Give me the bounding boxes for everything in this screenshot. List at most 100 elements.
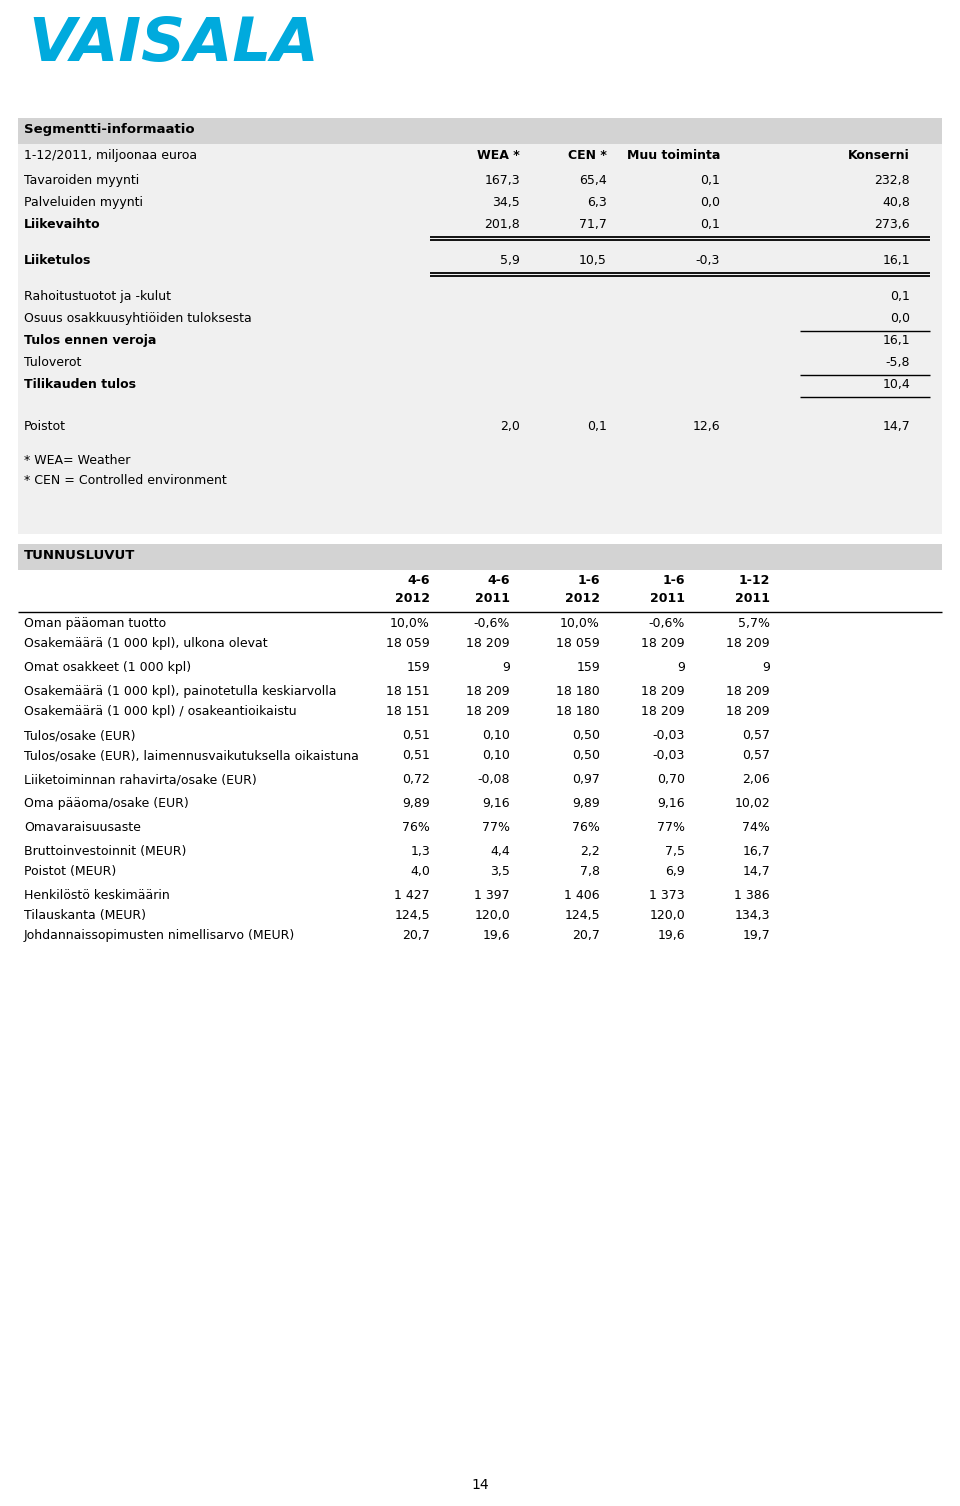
Text: CEN *: CEN * [568, 149, 607, 163]
Text: 14,7: 14,7 [742, 864, 770, 878]
Text: -5,8: -5,8 [885, 355, 910, 369]
Text: 1 386: 1 386 [734, 889, 770, 902]
Text: 159: 159 [576, 661, 600, 675]
Text: Osuus osakkuusyhtiöiden tuloksesta: Osuus osakkuusyhtiöiden tuloksesta [24, 312, 252, 325]
Text: Muu toiminta: Muu toiminta [627, 149, 720, 163]
Text: 9,89: 9,89 [572, 797, 600, 810]
Text: 18 059: 18 059 [386, 637, 430, 651]
Text: 201,8: 201,8 [484, 218, 520, 230]
Text: 159: 159 [406, 661, 430, 675]
Text: 4,4: 4,4 [491, 845, 510, 858]
Text: 71,7: 71,7 [579, 218, 607, 230]
Text: 9: 9 [677, 661, 685, 675]
Text: 9,16: 9,16 [482, 797, 510, 810]
Text: 20,7: 20,7 [572, 929, 600, 941]
Text: 18 209: 18 209 [727, 685, 770, 697]
Text: 76%: 76% [572, 821, 600, 834]
Text: 124,5: 124,5 [395, 910, 430, 922]
Text: 18 059: 18 059 [556, 637, 600, 651]
Text: Liiketulos: Liiketulos [24, 255, 91, 267]
Text: 10,5: 10,5 [579, 255, 607, 267]
Text: 18 209: 18 209 [467, 705, 510, 718]
Text: 16,7: 16,7 [742, 845, 770, 858]
Text: 12,6: 12,6 [692, 420, 720, 434]
Text: 0,72: 0,72 [402, 773, 430, 786]
Text: Johdannaissopimusten nimellisarvo (MEUR): Johdannaissopimusten nimellisarvo (MEUR) [24, 929, 296, 941]
Text: 9: 9 [502, 661, 510, 675]
Text: 34,5: 34,5 [492, 196, 520, 209]
Text: Osakemäärä (1 000 kpl) / osakeantioikaistu: Osakemäärä (1 000 kpl) / osakeantioikais… [24, 705, 297, 718]
Text: 0,97: 0,97 [572, 773, 600, 786]
Text: 65,4: 65,4 [579, 175, 607, 187]
Text: 9,89: 9,89 [402, 797, 430, 810]
Text: 1 373: 1 373 [649, 889, 685, 902]
Text: 16,1: 16,1 [882, 255, 910, 267]
Text: 18 209: 18 209 [727, 637, 770, 651]
Text: 0,50: 0,50 [572, 748, 600, 762]
Text: 6,9: 6,9 [665, 864, 685, 878]
Text: WEA *: WEA * [477, 149, 520, 163]
Text: 14: 14 [471, 1477, 489, 1492]
Text: 0,51: 0,51 [402, 729, 430, 742]
Text: 0,57: 0,57 [742, 748, 770, 762]
Text: -0,03: -0,03 [653, 748, 685, 762]
Text: 7,5: 7,5 [665, 845, 685, 858]
Text: 6,3: 6,3 [588, 196, 607, 209]
Text: 0,1: 0,1 [588, 420, 607, 434]
Text: 10,02: 10,02 [734, 797, 770, 810]
Text: 19,6: 19,6 [482, 929, 510, 941]
Text: Henkilöstö keskimäärin: Henkilöstö keskimäärin [24, 889, 170, 902]
Text: Osakemäärä (1 000 kpl), painotetulla keskiarvolla: Osakemäärä (1 000 kpl), painotetulla kes… [24, 685, 337, 697]
Text: 0,0: 0,0 [700, 196, 720, 209]
Text: Omavaraisuusaste: Omavaraisuusaste [24, 821, 141, 834]
Text: 20,7: 20,7 [402, 929, 430, 941]
Text: 40,8: 40,8 [882, 196, 910, 209]
Text: -0,3: -0,3 [696, 255, 720, 267]
Text: 0,1: 0,1 [700, 175, 720, 187]
Text: 18 209: 18 209 [641, 637, 685, 651]
Text: 16,1: 16,1 [882, 334, 910, 346]
Text: * CEN = Controlled environment: * CEN = Controlled environment [24, 474, 227, 486]
Text: Tuloverot: Tuloverot [24, 355, 82, 369]
Text: Tavaroiden myynti: Tavaroiden myynti [24, 175, 139, 187]
Text: 76%: 76% [402, 821, 430, 834]
Text: 2,2: 2,2 [580, 845, 600, 858]
Text: 77%: 77% [657, 821, 685, 834]
Text: 18 209: 18 209 [727, 705, 770, 718]
Text: 2012: 2012 [565, 592, 600, 605]
Text: 19,6: 19,6 [658, 929, 685, 941]
Text: Tulos/osake (EUR): Tulos/osake (EUR) [24, 729, 135, 742]
Text: 167,3: 167,3 [485, 175, 520, 187]
Text: 0,1: 0,1 [700, 218, 720, 230]
Text: 10,0%: 10,0% [390, 617, 430, 630]
Text: 5,7%: 5,7% [738, 617, 770, 630]
Text: Segmentti-informaatio: Segmentti-informaatio [24, 123, 195, 136]
Text: -0,03: -0,03 [653, 729, 685, 742]
Text: 0,51: 0,51 [402, 748, 430, 762]
Text: 1 427: 1 427 [395, 889, 430, 902]
Text: 18 180: 18 180 [556, 685, 600, 697]
Text: 2011: 2011 [650, 592, 685, 605]
Text: 232,8: 232,8 [875, 175, 910, 187]
Bar [18, 145, 942, 535]
Text: Konserni: Konserni [849, 149, 910, 163]
Text: Bruttoinvestoinnit (MEUR): Bruttoinvestoinnit (MEUR) [24, 845, 186, 858]
Text: 14,7: 14,7 [882, 420, 910, 434]
Text: -0,6%: -0,6% [473, 617, 510, 630]
Text: 0,0: 0,0 [890, 312, 910, 325]
Text: 18 209: 18 209 [467, 637, 510, 651]
Text: Tilikauden tulos: Tilikauden tulos [24, 378, 136, 392]
Text: 0,1: 0,1 [890, 291, 910, 303]
Text: -0,6%: -0,6% [649, 617, 685, 630]
Text: Tulos ennen veroja: Tulos ennen veroja [24, 334, 156, 346]
Text: Tilauskanta (MEUR): Tilauskanta (MEUR) [24, 910, 146, 922]
Text: 0,50: 0,50 [572, 729, 600, 742]
Text: TUNNUSLUVUT: TUNNUSLUVUT [24, 550, 135, 562]
Text: 4,0: 4,0 [410, 864, 430, 878]
Text: 18 209: 18 209 [641, 685, 685, 697]
Text: 7,8: 7,8 [580, 864, 600, 878]
Text: Oman pääoman tuotto: Oman pääoman tuotto [24, 617, 166, 630]
Text: 4-6: 4-6 [488, 574, 510, 587]
Text: 1-6: 1-6 [578, 574, 600, 587]
Text: 1-12: 1-12 [738, 574, 770, 587]
